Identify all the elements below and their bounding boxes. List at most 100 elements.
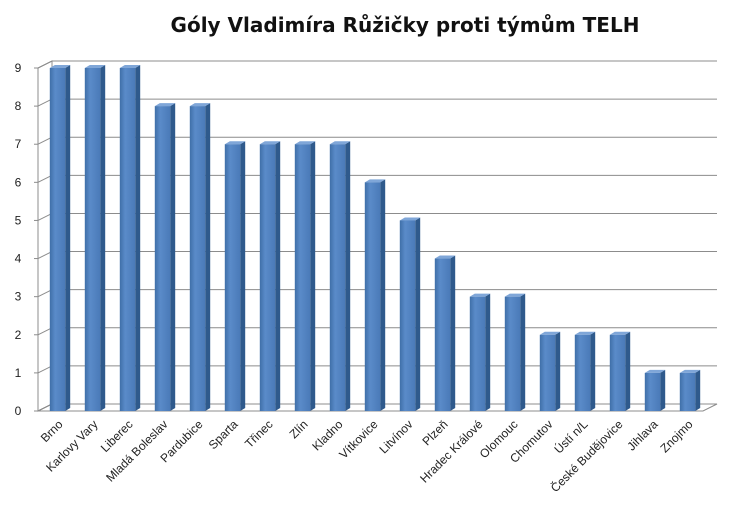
bar — [154, 103, 176, 411]
bar-top — [84, 65, 106, 68]
bar — [539, 331, 561, 411]
bar-side — [415, 217, 421, 411]
bar — [49, 65, 71, 411]
bar-front — [539, 334, 556, 411]
bar-top — [609, 331, 631, 335]
bar-top — [469, 293, 491, 297]
x-tick-label: Mladá Boleslav — [103, 417, 170, 484]
bar-front — [609, 334, 626, 411]
bar-top — [329, 141, 351, 145]
bar-top — [399, 217, 421, 221]
bar-side — [345, 141, 351, 411]
bar-top — [259, 141, 281, 145]
bar-front — [119, 68, 136, 411]
bar-top — [434, 255, 456, 259]
bar-front — [399, 220, 416, 411]
bar-side — [65, 65, 71, 411]
gridline-side — [37, 327, 53, 336]
bar-side — [695, 369, 701, 411]
x-tick-label: Plzeň — [419, 417, 450, 448]
bar-side — [485, 293, 491, 411]
bar-front — [329, 144, 346, 411]
bar — [609, 331, 631, 411]
x-tick-label: Brno — [38, 417, 66, 445]
bar — [364, 179, 386, 411]
bar-side — [380, 179, 386, 411]
bar-side — [170, 103, 176, 411]
bar-side — [240, 141, 246, 411]
bar-top — [294, 141, 316, 145]
bar-side — [520, 293, 526, 411]
x-tick-label: Vítkovice — [336, 417, 381, 462]
bar — [189, 103, 211, 411]
bar-side — [205, 103, 211, 411]
x-tick-label: Sparta — [206, 417, 241, 452]
bar — [644, 369, 666, 411]
bar — [224, 141, 246, 411]
bar-top — [224, 141, 246, 145]
y-tick-label: 2 — [15, 328, 22, 342]
bar-top — [364, 179, 386, 183]
gridline-side — [37, 403, 53, 412]
bar-front — [504, 296, 521, 411]
y-tick-label: 4 — [15, 252, 22, 266]
bar-side — [555, 331, 561, 411]
bar-front — [189, 106, 206, 411]
gridline-side — [37, 98, 53, 107]
bar-top — [539, 331, 561, 335]
bar-front — [294, 144, 311, 411]
bar-top — [119, 65, 141, 68]
y-tick-label: 1 — [15, 366, 22, 380]
bar — [504, 293, 526, 411]
bar-top — [49, 65, 71, 68]
bar-top — [644, 369, 666, 373]
bar-side — [100, 65, 106, 411]
gridline-side — [37, 289, 53, 298]
bar-front — [434, 258, 451, 411]
bar — [574, 331, 596, 411]
bar — [679, 369, 701, 411]
bar-top — [504, 293, 526, 297]
bar-front — [49, 68, 66, 411]
bar — [329, 141, 351, 411]
x-tick-label: Třinec — [242, 417, 275, 450]
bar-top — [574, 331, 596, 335]
bar-side — [450, 255, 456, 411]
x-tick-label: Litvínov — [376, 417, 415, 456]
x-tick-label: Jihlava — [624, 417, 661, 454]
bar-top — [679, 369, 701, 373]
x-tick-label: Zlín — [287, 417, 311, 441]
bar — [259, 141, 281, 411]
bar-side — [590, 331, 596, 411]
y-tick-label: 7 — [15, 137, 22, 151]
bar — [434, 255, 456, 411]
y-tick-label: 5 — [15, 213, 22, 227]
gridline-side — [37, 174, 53, 183]
bar-side — [135, 65, 141, 411]
bar-side — [275, 141, 281, 411]
bar — [399, 217, 421, 411]
bar-front — [469, 296, 486, 411]
y-tick-label: 6 — [15, 175, 22, 189]
gridline-side — [37, 251, 53, 260]
bar-front — [364, 182, 381, 411]
bar-front — [259, 144, 276, 411]
bar-top — [154, 103, 176, 107]
y-tick-label: 0 — [15, 404, 22, 418]
bar-front — [84, 68, 101, 411]
gridline-side — [37, 365, 53, 374]
bar-front — [644, 372, 661, 411]
bar-front — [679, 372, 696, 411]
bar-front — [574, 334, 591, 411]
bar-front — [224, 144, 241, 411]
y-tick-label: 3 — [15, 290, 22, 304]
bar-top — [189, 103, 211, 107]
bar — [119, 65, 141, 411]
gridline-side — [37, 60, 53, 69]
x-tick-label: Znojmo — [657, 417, 695, 455]
gridline-side — [37, 136, 53, 145]
y-tick-label: 9 — [15, 61, 22, 75]
gridline-side — [37, 212, 53, 221]
